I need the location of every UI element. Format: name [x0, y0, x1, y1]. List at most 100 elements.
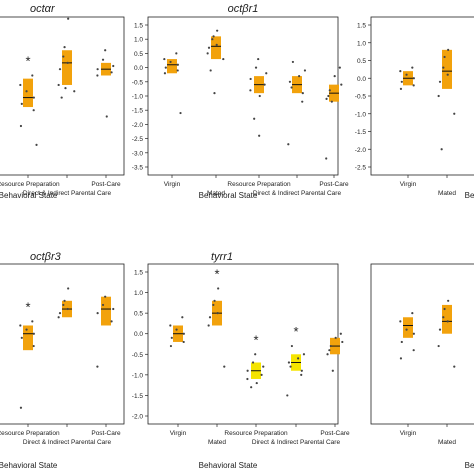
x-tick-label: Direct & Indirect Parental Care: [23, 439, 112, 446]
plot-frame: [0, 263, 125, 425]
data-point: [290, 86, 293, 89]
data-point: [400, 340, 403, 344]
data-point: [328, 349, 331, 352]
data-point: [399, 70, 402, 73]
y-tick-label: -0.5: [355, 94, 367, 101]
data-point: [453, 365, 456, 368]
data-point: [96, 312, 99, 315]
data-point: [112, 64, 115, 68]
y-tick-label: -0.5: [132, 352, 144, 359]
data-point: [254, 353, 257, 356]
x-axis-label: Behavioral State: [199, 461, 258, 470]
y-tick-label: 1.5: [134, 270, 143, 277]
data-point: [213, 92, 216, 95]
data-point: [169, 344, 173, 348]
data-point: [96, 74, 99, 77]
y-tick-label: 0.5: [357, 58, 366, 65]
data-point: [303, 69, 307, 72]
data-point: [58, 312, 62, 315]
data-point: [19, 83, 22, 87]
data-point: [58, 68, 62, 71]
x-tick-label: Virgin: [170, 430, 187, 437]
data-point: [412, 84, 415, 87]
data-point: [20, 102, 23, 105]
data-point: [453, 112, 456, 115]
y-tick-label: -3.0: [132, 150, 144, 157]
data-point: [325, 97, 328, 100]
x-tick-label: Post-Care: [91, 430, 121, 437]
x-tick-label: Resource Preparation: [224, 430, 288, 437]
data-point: [169, 60, 172, 64]
data-point: [328, 89, 331, 92]
data-point: [175, 328, 178, 331]
data-point: [258, 94, 261, 98]
data-point: [96, 365, 99, 368]
x-tick-label: Direct & Indirect Parental Care: [23, 190, 112, 197]
x-tick-label: Resource Preparation: [227, 181, 291, 188]
y-tick-label: -1.5: [132, 108, 144, 115]
significance-star: *: [253, 332, 258, 347]
data-point: [334, 336, 337, 339]
data-point: [63, 299, 66, 302]
data-point: [301, 100, 304, 103]
y-tick-label: -1.5: [355, 129, 367, 136]
data-point: [442, 66, 445, 69]
data-point: [300, 373, 303, 376]
data-point: [66, 61, 69, 64]
data-point: [291, 60, 295, 64]
significance-star: *: [25, 299, 30, 314]
data-point: [208, 316, 212, 319]
data-point: [217, 287, 220, 290]
iqr-box: [403, 317, 413, 338]
significance-star: *: [25, 53, 30, 68]
data-point: [260, 373, 263, 376]
data-point: [163, 72, 167, 75]
plot-frame: [370, 16, 474, 176]
plot-frame: [370, 263, 474, 425]
data-point: [182, 340, 185, 344]
data-point: [207, 324, 210, 327]
y-tick-label: 0.5: [134, 311, 143, 318]
data-point: [443, 55, 446, 59]
data-point: [437, 344, 440, 348]
data-point: [438, 328, 442, 331]
data-point: [446, 320, 449, 323]
data-point: [289, 365, 292, 368]
x-tick-label: Mated: [208, 439, 226, 446]
data-point: [446, 73, 449, 76]
data-point: [405, 73, 408, 76]
data-point: [35, 143, 38, 147]
y-tick-label: -2.5: [355, 165, 367, 172]
x-tick-label: Direct & Indirect Parental Care: [252, 439, 341, 446]
data-point: [447, 299, 450, 302]
data-point: [300, 369, 303, 372]
data-point: [412, 332, 415, 335]
data-point: [253, 117, 256, 120]
y-tick-label: -0.5: [132, 79, 144, 86]
data-point: [110, 320, 113, 323]
data-point: [442, 316, 445, 319]
data-point: [412, 77, 415, 80]
x-axis-label: Behavioral State: [0, 191, 58, 200]
y-tick-label: -1.0: [132, 372, 144, 379]
data-point: [438, 80, 442, 83]
data-point: [216, 29, 219, 32]
y-tick-label: -1.0: [355, 111, 367, 118]
data-point: [96, 68, 99, 71]
data-point: [215, 43, 218, 46]
data-point: [254, 66, 258, 69]
data-point: [25, 328, 28, 331]
data-point: [329, 344, 332, 348]
data-point: [301, 92, 304, 95]
data-point: [249, 89, 252, 92]
y-tick-label: -2.0: [132, 122, 144, 129]
data-point: [288, 80, 292, 83]
data-point: [412, 349, 415, 352]
y-tick-label: 0.5: [134, 51, 143, 58]
data-point: [399, 357, 403, 360]
panel-5: tyrr1 1.5 1.0 0.5 0.0 -0.5 -1.0 -1.5 -2.0 Virgin *…: [132, 251, 350, 470]
data-point: [181, 316, 184, 319]
panel-6: Virgin Mated Beha: [370, 263, 474, 470]
iqr-box: [167, 59, 177, 74]
